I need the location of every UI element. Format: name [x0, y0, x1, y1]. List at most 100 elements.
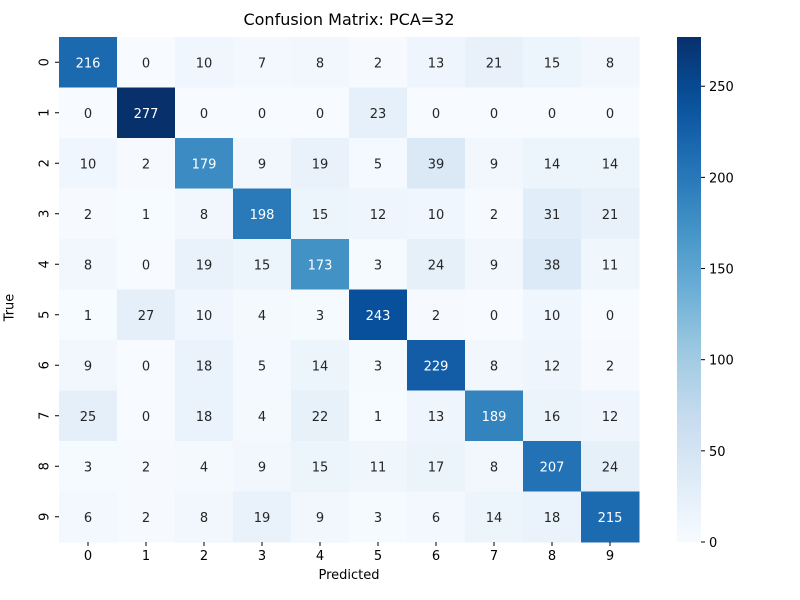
cell-value-label: 22	[312, 410, 329, 425]
heatmap-cell	[59, 239, 118, 290]
heatmap-cell	[291, 441, 350, 492]
cell-value-label: 0	[142, 359, 150, 374]
heatmap-cell	[291, 87, 350, 139]
heatmap-cell	[581, 239, 640, 290]
cell-value-label: 15	[544, 56, 561, 71]
x-tick-label: 9	[606, 549, 614, 564]
y-tick-label: 7	[38, 412, 53, 420]
colorbar-tick-label: 200	[709, 171, 734, 186]
cell-value-label: 25	[80, 410, 97, 425]
colorbar	[677, 37, 701, 542]
heatmap-cell	[233, 289, 292, 341]
cell-value-label: 19	[254, 511, 271, 526]
heatmap-cell	[407, 138, 466, 189]
x-tick-label: 2	[200, 549, 208, 564]
heatmap-cell	[175, 491, 234, 543]
cell-value-label: 16	[544, 410, 561, 425]
cell-value-label: 8	[200, 208, 208, 223]
heatmap-cell	[581, 340, 640, 391]
heatmap-cell	[465, 491, 524, 543]
heatmap-cell	[407, 239, 466, 290]
heatmap-cell	[175, 390, 234, 442]
cell-value-label: 6	[84, 511, 92, 526]
heatmap-cell	[233, 390, 292, 442]
heatmap-cell	[233, 239, 292, 290]
cell-value-label: 13	[428, 56, 445, 71]
heatmap-cell	[407, 390, 466, 442]
heatmap-cell	[117, 138, 176, 189]
cell-value-label: 6	[432, 511, 440, 526]
heatmap-cell	[523, 491, 582, 543]
cell-value-label: 216	[76, 56, 101, 71]
heatmap-cell	[523, 289, 582, 341]
cell-value-label: 0	[490, 309, 498, 324]
heatmap-cell	[233, 441, 292, 492]
x-tick-label: 8	[548, 549, 556, 564]
cell-value-label: 173	[308, 258, 333, 273]
cell-value-label: 27	[138, 309, 155, 324]
heatmap-cell	[233, 138, 292, 189]
cell-value-label: 10	[544, 309, 561, 324]
cell-value-label: 8	[490, 359, 498, 374]
heatmap-cell	[523, 441, 582, 492]
heatmap-cell	[59, 289, 118, 341]
heatmap-cell	[465, 138, 524, 189]
cell-value-label: 18	[196, 359, 213, 374]
heatmap-cell	[233, 87, 292, 139]
cell-value-label: 0	[200, 107, 208, 122]
cell-value-label: 0	[606, 107, 614, 122]
heatmap-cell	[581, 188, 640, 240]
heatmap-cell	[233, 340, 292, 391]
heatmap-cell	[581, 390, 640, 442]
heatmap-cell	[175, 239, 234, 290]
cell-value-label: 243	[366, 309, 391, 324]
heatmap-cell	[117, 87, 176, 139]
heatmap-cell	[465, 340, 524, 391]
heatmap-cell	[523, 138, 582, 189]
cell-value-label: 0	[142, 410, 150, 425]
heatmap-cell	[117, 491, 176, 543]
heatmap-cell	[523, 390, 582, 442]
cell-value-label: 0	[142, 56, 150, 71]
heatmap-cell	[291, 491, 350, 543]
heatmap-cell	[581, 37, 640, 88]
heatmap-cell	[349, 239, 408, 290]
heatmap-cell	[523, 188, 582, 240]
y-tick-label: 6	[38, 361, 53, 369]
heatmap-cell	[407, 441, 466, 492]
heatmap-cell	[349, 289, 408, 341]
cell-value-label: 1	[84, 309, 92, 324]
heatmap-cell	[175, 289, 234, 341]
cell-value-label: 11	[370, 460, 387, 475]
heatmap-cell	[59, 340, 118, 391]
cell-value-label: 179	[192, 157, 217, 172]
x-tick-label: 4	[316, 549, 324, 564]
cell-value-label: 0	[432, 107, 440, 122]
heatmap-cell	[581, 87, 640, 139]
heatmap-cell	[349, 87, 408, 139]
colorbar-tick-label: 250	[709, 80, 734, 95]
cell-value-label: 215	[598, 511, 623, 526]
heatmap-cell	[175, 138, 234, 189]
cell-value-label: 0	[548, 107, 556, 122]
cell-value-label: 0	[142, 258, 150, 273]
y-tick-label: 2	[38, 159, 53, 167]
cell-value-label: 0	[258, 107, 266, 122]
heatmap-cell	[175, 87, 234, 139]
cell-value-label: 1	[374, 410, 382, 425]
cell-value-label: 9	[258, 157, 266, 172]
colorbar-tick-label: 0	[709, 536, 717, 551]
y-tick-label: 3	[38, 210, 53, 218]
heatmap-cell	[117, 239, 176, 290]
cell-value-label: 13	[428, 410, 445, 425]
cell-value-label: 12	[544, 359, 561, 374]
cell-value-label: 4	[200, 460, 208, 475]
heatmap-cell	[59, 37, 118, 88]
cell-value-label: 207	[540, 460, 565, 475]
cell-value-label: 15	[312, 460, 329, 475]
heatmap-cell	[465, 188, 524, 240]
cell-value-label: 198	[250, 208, 275, 223]
heatmap-cell	[175, 340, 234, 391]
y-tick-label: 4	[38, 260, 53, 268]
y-tick-label: 8	[38, 462, 53, 470]
